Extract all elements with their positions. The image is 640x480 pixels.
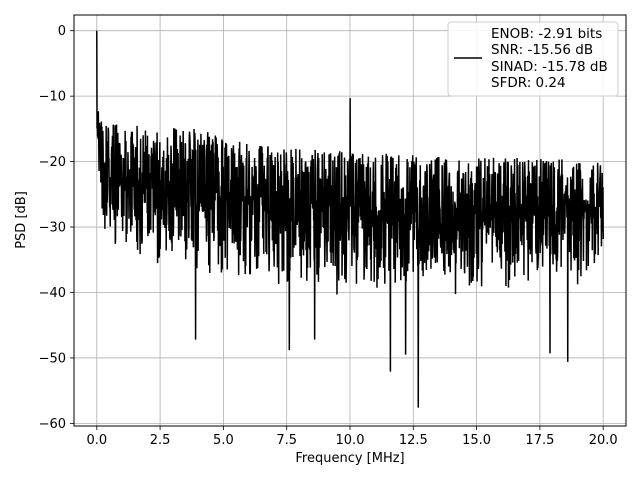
legend-entry-sfdr: SFDR: 0.24 [491, 75, 566, 91]
plot-area [96, 30, 604, 408]
y-axis-ticks: 0 −10 −20 −30 −40 −50 −60 [39, 24, 74, 432]
y-tick-label: −50 [39, 351, 66, 366]
x-tick-label: 15.0 [462, 433, 491, 448]
y-tick-label: −20 [39, 155, 66, 170]
x-tick-label: 0.0 [86, 433, 107, 448]
x-tick-label: 7.5 [276, 433, 297, 448]
legend-entry-enob: ENOB: -2.91 bits [491, 26, 602, 42]
x-tick-label: 5.0 [213, 433, 234, 448]
x-tick-label: 20.0 [589, 433, 618, 448]
legend-box [447, 21, 619, 97]
legend: ENOB: -2.91 bits SNR: -15.56 dB SINAD: -… [447, 21, 619, 97]
y-axis-label: PSD [dB] [14, 191, 29, 249]
x-axis-ticks: 0.0 2.5 5.0 7.5 10.0 12.5 15.0 17.5 20.0 [86, 426, 618, 448]
x-axis-label: Frequency [MHz] [295, 451, 404, 466]
x-tick-label: 2.5 [150, 433, 171, 448]
x-tick-label: 10.0 [336, 433, 365, 448]
legend-entry-sinad: SINAD: -15.78 dB [491, 59, 608, 75]
y-tick-label: −10 [39, 90, 66, 105]
y-tick-label: −30 [39, 221, 66, 236]
y-tick-label: 0 [58, 24, 66, 39]
legend-entry-snr: SNR: -15.56 dB [491, 42, 593, 58]
psd-series-line [96, 30, 604, 408]
x-tick-label: 17.5 [525, 433, 554, 448]
y-tick-label: −60 [39, 417, 66, 432]
y-tick-label: −40 [39, 286, 66, 301]
x-tick-label: 12.5 [399, 433, 428, 448]
